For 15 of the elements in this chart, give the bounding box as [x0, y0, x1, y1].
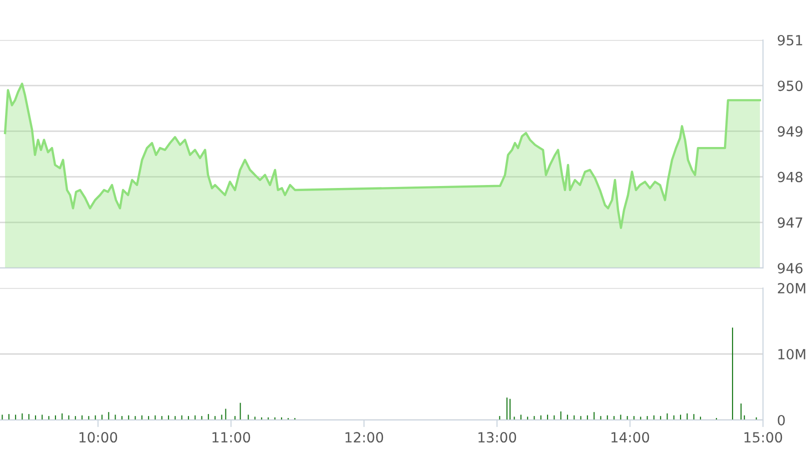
y-tick-label: 949	[778, 126, 802, 137]
y-tick-label: 10M	[778, 348, 806, 360]
x-tick-label: 15:00	[744, 432, 782, 443]
y-tick-label: 951	[778, 34, 802, 46]
y-tick-label: 20M	[778, 282, 806, 294]
x-tick-label: 12:00	[346, 432, 384, 443]
y-tick-label: 946	[778, 262, 803, 274]
y-tick-label: 948	[778, 172, 802, 182]
x-tick-label: 11:00	[212, 432, 250, 443]
y-tick-label: 947	[778, 217, 802, 228]
x-tick-label: 13:00	[478, 432, 516, 443]
y-tick-label: 0	[778, 414, 785, 426]
x-tick-label: 10:00	[80, 432, 118, 443]
y-tick-label: 950	[778, 80, 802, 92]
x-tick-label: 14:00	[612, 432, 650, 443]
